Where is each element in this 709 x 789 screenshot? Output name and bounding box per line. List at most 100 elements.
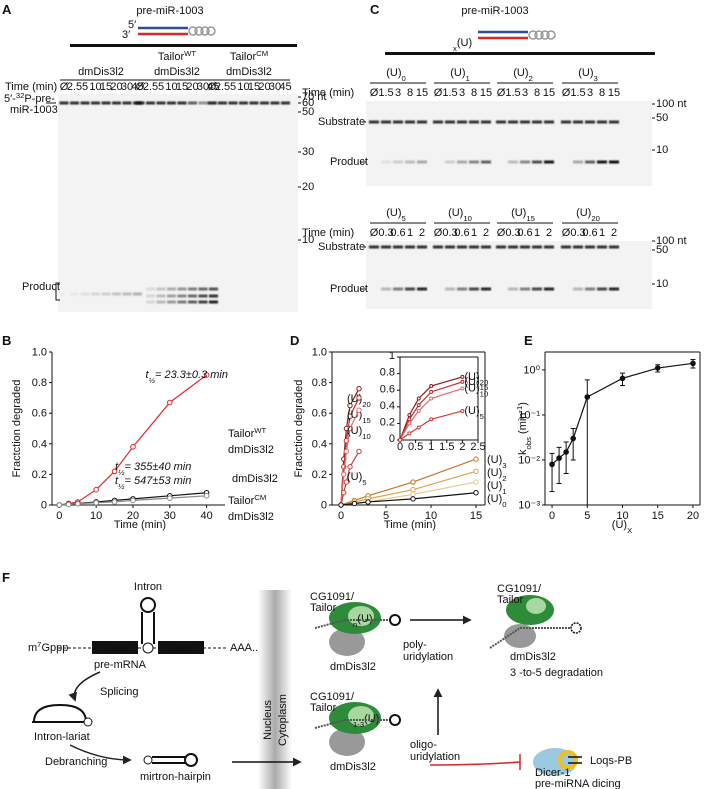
label: dmDis3l2 (330, 661, 376, 673)
gel-band (597, 245, 607, 249)
label: Debranching (45, 756, 107, 768)
time-label: 20 (110, 81, 122, 93)
gel-band (433, 120, 443, 124)
text-part: (U) (464, 383, 479, 395)
data-point (338, 502, 344, 508)
series-label: (U)1 (487, 480, 507, 496)
data-point (429, 417, 434, 422)
legend-label: TailorWT (228, 426, 267, 441)
time-label: 15 (416, 87, 428, 99)
label: oligo- (410, 739, 437, 751)
gel-band (532, 120, 542, 124)
gel-band (573, 160, 583, 164)
gel-band (239, 101, 248, 105)
label: Product (22, 281, 60, 293)
time-label: 1 (534, 227, 540, 239)
gel (366, 101, 652, 186)
text-part: = 23.3±0.3 min (155, 369, 228, 381)
text-part: 5 (402, 214, 406, 223)
marker-label: 10 (656, 144, 668, 156)
label: dmDis3l2 (330, 761, 376, 773)
gel-band (457, 120, 467, 124)
group-label: (U)2 (513, 67, 533, 83)
data-point (460, 379, 465, 384)
data-point (473, 479, 479, 485)
text-part: 2 (502, 474, 506, 483)
data-point (356, 407, 362, 413)
time-label: 0.6 (582, 227, 597, 239)
data-point (347, 402, 353, 409)
label: Intron (134, 581, 162, 593)
error-bar (563, 441, 569, 475)
bar (70, 44, 297, 47)
gel-band (122, 292, 132, 296)
time-label: 2.5 (143, 81, 158, 93)
gel-band (133, 292, 142, 296)
panel-label: C (370, 2, 380, 17)
marker-label: 100 nt (656, 235, 687, 247)
gel-band (146, 287, 155, 291)
time-label: 15 (480, 87, 492, 99)
series-label: (U)20 (464, 371, 488, 387)
g-cap (142, 642, 154, 654)
rna-loop (546, 30, 556, 40)
gel-band (381, 287, 391, 291)
text-part: 5 (480, 411, 484, 420)
y-tick-label: 0.4 (32, 438, 47, 450)
bracket (55, 282, 60, 301)
y-tick-label: 10⁻¹ (518, 409, 540, 421)
rna-loop (188, 26, 198, 36)
gel-band (91, 292, 100, 296)
label: uridylation (410, 751, 460, 763)
label: Dicer-1 (535, 767, 570, 779)
text-part: ½ (118, 482, 125, 491)
time-label: 8 (534, 87, 540, 99)
text-part: m (28, 642, 37, 654)
gel-band (381, 245, 391, 249)
time-label: 0.6 (517, 227, 532, 239)
gel-band (520, 287, 530, 291)
data-point (460, 408, 465, 413)
series-label: (U)15 (464, 376, 488, 392)
text-part: (U) (487, 480, 502, 492)
label: 3′ (122, 29, 130, 41)
gel-band (146, 101, 155, 105)
x-tick-label: 40 (200, 510, 212, 522)
data-point (416, 403, 421, 408)
x-tick-label: 0 (56, 510, 62, 522)
text-part: (min (517, 413, 529, 437)
marker-label: 20 (302, 181, 314, 193)
gel-band (146, 300, 155, 304)
dis3l2 (329, 628, 365, 656)
data-point (398, 438, 402, 442)
x-tick-label: 10 (90, 510, 102, 522)
text-part: (U) (448, 207, 463, 219)
label: Tailor (310, 702, 337, 714)
text-part: 1-3 (353, 720, 364, 729)
marker-label: 60 (302, 97, 314, 109)
text-part: (U) (464, 371, 479, 383)
data-point (473, 468, 479, 475)
gel-band (561, 120, 571, 124)
data-point (460, 374, 465, 379)
text-part: Tailor (158, 51, 185, 63)
x-tick-label: 20 (687, 510, 699, 522)
gel-band (597, 287, 607, 291)
text-part: 20 (591, 214, 600, 223)
x-tick-label: 10 (616, 510, 628, 522)
rna-loop (540, 30, 550, 40)
text-part: (U) (513, 67, 528, 79)
gel-band (469, 160, 479, 164)
time-label: 2.5 (67, 81, 82, 93)
y-tick-label: 0.8 (380, 367, 395, 379)
text-part: t (115, 461, 119, 473)
group-label: dmDis3l2 (78, 66, 124, 78)
panel-label: F (2, 570, 10, 585)
data-point (429, 389, 434, 394)
data-point (347, 413, 353, 419)
gel-band (198, 287, 208, 291)
time-label: 1 (471, 227, 477, 239)
data-point (343, 479, 350, 485)
rna-loop (200, 26, 210, 36)
